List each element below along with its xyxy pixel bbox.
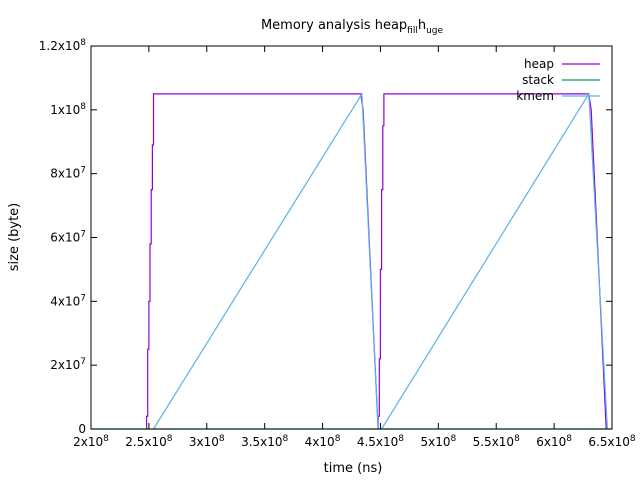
x-tick-label: 3x108	[189, 434, 225, 449]
series-heap-line	[146, 93, 607, 430]
x-tick-label: 4x108	[305, 434, 341, 449]
y-tick-label: 1.2x108	[39, 38, 86, 53]
x-tick-label: 6.5x108	[588, 434, 635, 449]
y-tick-label: 6x107	[50, 230, 86, 245]
y-tick-label: 0	[78, 422, 86, 436]
series-lines	[91, 91, 612, 430]
series-kmem-line	[152, 91, 608, 430]
legend: heap stack kmem	[516, 57, 600, 103]
y-tick-label: 8x107	[50, 166, 86, 181]
x-tick-label: 2.5x108	[125, 434, 172, 449]
chart-title-mid: h	[418, 18, 426, 33]
y-axis-label: size (byte)	[7, 203, 22, 272]
y-tick-label: 1x108	[50, 102, 86, 117]
x-tick-label: 6x108	[536, 434, 572, 449]
chart-title-sub1: fill	[407, 26, 418, 36]
x-axis-label: time (ns)	[324, 461, 383, 476]
axis-ticks: 2x108 2.5x108 3x108 3.5x108 4x108 4.5x108 5x10…	[39, 38, 636, 449]
x-tick-label: 4.5x108	[357, 434, 404, 449]
chart-title-base: Memory analysis heap	[261, 18, 407, 33]
y-tick-label: 4x107	[50, 293, 86, 308]
legend-label-kmem: kmem	[516, 89, 554, 103]
legend-label-heap: heap	[524, 57, 554, 71]
chart-title-sub2: uge	[426, 26, 443, 36]
y-tick-label: 2x107	[50, 357, 86, 372]
x-tick-label: 2x108	[73, 434, 109, 449]
chart-title: Memory analysis heapfillhuge	[261, 18, 444, 36]
legend-label-stack: stack	[522, 73, 554, 87]
x-tick-label: 5x108	[420, 434, 456, 449]
x-tick-label: 3.5x108	[241, 434, 288, 449]
plot-frame	[90, 45, 613, 430]
x-tick-label: 5.5x108	[473, 434, 520, 449]
